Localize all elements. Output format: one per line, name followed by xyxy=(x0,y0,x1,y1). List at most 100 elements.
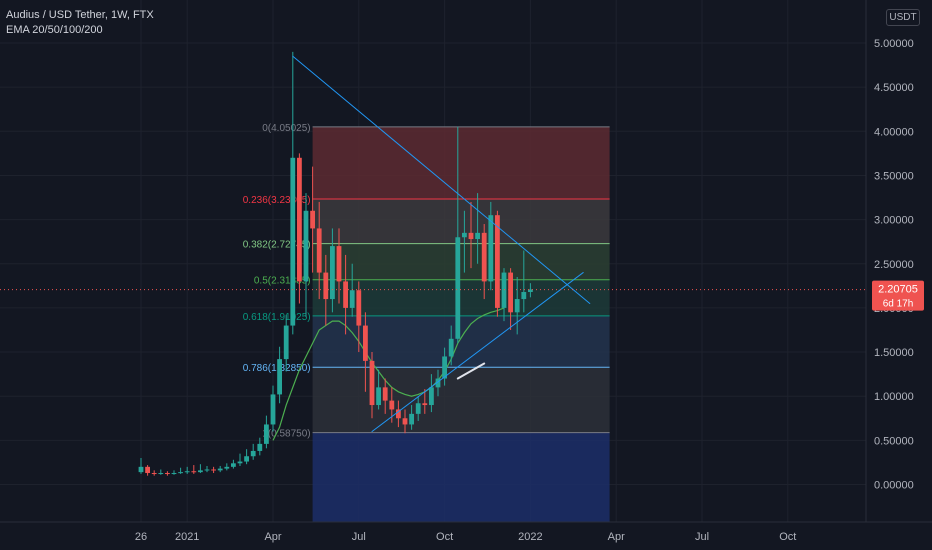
fib-zone xyxy=(312,243,610,280)
candle-body xyxy=(323,272,329,300)
candle-body xyxy=(501,272,507,308)
price-axis-bg xyxy=(866,0,932,550)
time-tick-label: 26 xyxy=(135,531,147,543)
fibonacci-retracement[interactable]: 0(4.05025) 0.236(3.23305) 0.382(2.72745) 0.… xyxy=(243,123,610,525)
candle-body xyxy=(250,450,256,457)
candle-body xyxy=(283,325,289,360)
candle-body xyxy=(369,360,375,406)
fib-zone xyxy=(312,126,610,200)
last-price-badge xyxy=(872,280,924,311)
fib-zone xyxy=(312,367,610,433)
trendline xyxy=(292,55,591,304)
price-tick-label: 4.00000 xyxy=(874,126,914,138)
price-tick-label: 4.50000 xyxy=(874,82,914,94)
ema-line xyxy=(272,307,505,441)
candle-body xyxy=(330,246,335,300)
fib-level-label: 0.786(1.32850) xyxy=(243,363,311,374)
candle-body xyxy=(310,210,315,229)
trendlines[interactable] xyxy=(292,55,591,433)
bar-countdown: 6d 17h xyxy=(883,299,914,310)
candle-body xyxy=(257,443,263,451)
symbol-title[interactable]: Audius / USD Tether, 1W, FTX xyxy=(6,9,154,21)
currency-button[interactable]: USDT xyxy=(886,9,920,26)
candle-body xyxy=(184,471,190,473)
price-tick-label: 2.50000 xyxy=(874,259,914,271)
fib-level-label: 0.618(1.91025) xyxy=(243,312,311,323)
time-tick-label: Jul xyxy=(352,531,366,543)
candle-body xyxy=(429,387,434,406)
candle-body xyxy=(165,473,170,475)
candle-body xyxy=(343,281,348,308)
fib-level-label: 0.382(2.72745) xyxy=(243,240,311,251)
fib-level-label: 0.236(3.23305) xyxy=(243,195,311,206)
candle-body xyxy=(521,292,527,300)
last-price-label: 2.20705 6d 17h xyxy=(0,280,924,311)
candle-body xyxy=(462,232,467,238)
ema-20-line xyxy=(272,307,505,441)
price-tick-label: 1.50000 xyxy=(874,347,914,359)
trendline xyxy=(456,362,486,380)
candle-body xyxy=(316,228,322,273)
candle-body xyxy=(171,473,177,475)
candle-body xyxy=(204,469,210,471)
candle-body xyxy=(455,237,461,339)
indicator-label[interactable]: EMA 20/50/100/200 xyxy=(6,24,103,36)
time-tick-label: Oct xyxy=(436,531,453,543)
candle-body xyxy=(396,409,401,419)
candle-body xyxy=(270,394,276,425)
price-tick-label: 0.00000 xyxy=(874,480,914,492)
candle-body xyxy=(138,466,144,473)
fib-zone xyxy=(312,432,610,525)
candle-body xyxy=(448,338,454,357)
fib-level-label: 0(4.05025) xyxy=(262,123,310,134)
candle-body xyxy=(145,466,150,474)
candle-body xyxy=(495,215,500,308)
trendline xyxy=(371,272,584,433)
price-tick-label: 1.00000 xyxy=(874,391,914,403)
candle-body xyxy=(336,246,342,282)
price-tick-label: 0.50000 xyxy=(874,435,914,447)
time-tick-label: Apr xyxy=(264,531,281,543)
candle-body xyxy=(508,272,513,313)
chart-legend: Audius / USD Tether, 1W, FTX EMA 20/50/1… xyxy=(6,8,154,38)
candle-body xyxy=(528,289,533,293)
candle-body xyxy=(277,359,282,395)
candlesticks xyxy=(138,51,533,476)
time-tick-label: Jul xyxy=(695,531,709,543)
candle-body xyxy=(349,290,355,308)
time-tick-label: Oct xyxy=(779,531,796,543)
price-tick-label: 3.50000 xyxy=(874,170,914,182)
fib-zone xyxy=(312,199,610,244)
candle-body xyxy=(415,403,421,414)
time-tick-label: Apr xyxy=(608,531,625,543)
candle-body xyxy=(409,413,414,425)
fib-zone xyxy=(312,315,610,368)
time-axis-bg xyxy=(0,522,932,550)
candle-body xyxy=(224,466,230,469)
candle-body xyxy=(435,378,441,388)
candle-body xyxy=(151,473,157,475)
candle-body xyxy=(198,470,203,473)
candle-body xyxy=(237,461,243,464)
fib-level-label: 1(0.58750) xyxy=(262,429,310,440)
time-tick-label: 2021 xyxy=(175,531,199,543)
time-tick-label: 2022 xyxy=(518,531,542,543)
price-axis[interactable]: 0.000000.500001.000001.500002.000002.500… xyxy=(865,0,932,550)
candle-body xyxy=(363,325,368,361)
candle-body xyxy=(244,456,249,462)
time-axis[interactable]: 26 2021 Apr Jul Oct 2022 Apr Jul Oct xyxy=(0,521,932,550)
price-tick-label: 5.00000 xyxy=(874,38,914,50)
candle-body xyxy=(211,469,216,471)
price-tick-label: 3.00000 xyxy=(874,215,914,227)
candle-body xyxy=(402,418,408,425)
candle-body xyxy=(178,472,183,474)
fib-level-label: 0.5(2.31885) xyxy=(254,276,311,287)
candle-body xyxy=(475,232,480,240)
candle-body xyxy=(191,471,197,473)
candle-body xyxy=(290,157,296,326)
candle-body xyxy=(442,356,447,379)
candle-body xyxy=(488,215,494,282)
candle-body xyxy=(376,387,381,406)
candle-body xyxy=(422,403,428,406)
